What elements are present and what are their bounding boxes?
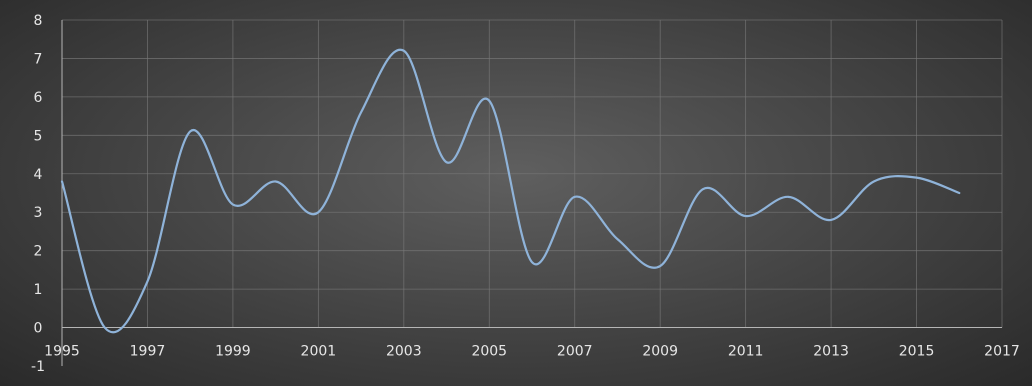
x-tick-label: 1995 [44,344,80,360]
y-tick-label: 1 [34,282,43,298]
axes [61,20,1002,366]
x-tick-label: 2017 [984,344,1020,360]
x-tick-label: 2007 [557,344,593,360]
x-tick-label: 2013 [813,344,849,360]
y-tick-label: 8 [34,13,43,29]
x-tick-label: 2009 [642,344,678,360]
y-tick-label: 3 [34,205,43,221]
y-tick-label: 5 [34,128,43,144]
tick-labels: -1 0 1 2 3 4 5 6 7 8 1995 1997 1999 2001 2003 2005 2007 2… [31,13,1020,375]
grid [62,19,1003,328]
y-tick-label: 2 [34,244,43,260]
y-tick-label: 4 [34,167,43,183]
series-line [60,48,961,334]
x-tick-label: 2001 [301,344,337,360]
x-tick-label: 2015 [899,344,935,360]
x-tick-label: 1997 [130,344,166,360]
x-tick-label: 1999 [215,344,251,360]
series-layer [60,48,961,334]
x-tick-label: 2011 [728,344,764,360]
y-tick-label: 6 [34,90,43,106]
x-tick-label: 2005 [471,344,507,360]
y-tick-label: 0 [34,321,43,337]
y-tick-label: -1 [31,359,45,375]
x-tick-label: 2003 [386,344,422,360]
y-tick-label: 7 [34,51,43,67]
